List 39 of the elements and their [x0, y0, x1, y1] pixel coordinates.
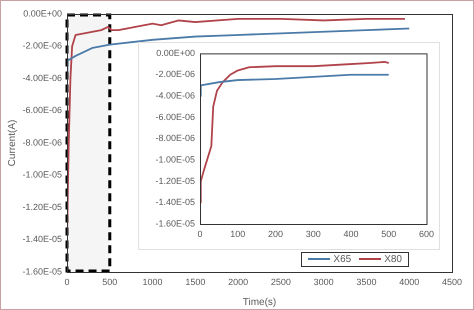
y-tick-label: -8.00E-06 [155, 133, 195, 144]
y-tick-label: -2.00E-06 [155, 69, 195, 80]
y-tick-label: -8.00E-06 [22, 137, 62, 148]
y-tick-label: -1.20E-05 [22, 202, 62, 212]
x-tick-label: 1500 [185, 276, 206, 287]
x-axis-title: Time(s) [242, 296, 276, 308]
y-tick-label: -2.00E-06 [22, 40, 62, 51]
x-tick-label: 500 [381, 228, 396, 239]
x-tick-label: 3000 [314, 276, 334, 287]
y-tick-label: -4.00E-06 [155, 90, 195, 101]
y-tick-label: 0.00E+00 [23, 8, 62, 18]
y-tick-label: -6.00E-06 [155, 112, 195, 122]
x-tick-label: 0 [197, 228, 203, 239]
x-tick-label: 200 [268, 228, 284, 239]
y-tick-label: -1.60E-05 [155, 218, 195, 228]
y-tick-label: -1.40E-05 [155, 197, 195, 208]
x-tick-label: 100 [230, 228, 246, 239]
x-tick-label: 2000 [228, 276, 248, 287]
x-tick-label: 4500 [442, 276, 462, 287]
legend-label: X65 [332, 254, 352, 265]
y-tick-label: -4.00E-06 [22, 72, 62, 83]
x-tick-label: 400 [343, 228, 359, 239]
y-tick-label: -1.20E-05 [155, 176, 195, 186]
y-tick-label: -1.00E-05 [22, 170, 62, 180]
y-tick-label: -1.60E-05 [22, 266, 62, 276]
x-tick-label: 4000 [399, 276, 420, 287]
x-tick-label: 300 [306, 228, 321, 239]
x-tick-label: 600 [418, 228, 434, 239]
x-tick-label: 0 [64, 276, 70, 287]
y-axis-title: Current(A) [6, 120, 18, 166]
y-tick-label: -6.00E-06 [22, 105, 62, 116]
x-tick-label: 2500 [270, 276, 291, 287]
x-tick-label: 3500 [356, 276, 376, 287]
y-tick-label: -1.00E-05 [155, 154, 195, 165]
x-tick-label: 1000 [142, 276, 163, 287]
x-tick-label: 500 [102, 276, 118, 287]
legend-label: X80 [383, 254, 402, 265]
y-tick-label: -1.40E-05 [22, 234, 62, 244]
y-tick-label: 0.00E+00 [156, 48, 195, 58]
